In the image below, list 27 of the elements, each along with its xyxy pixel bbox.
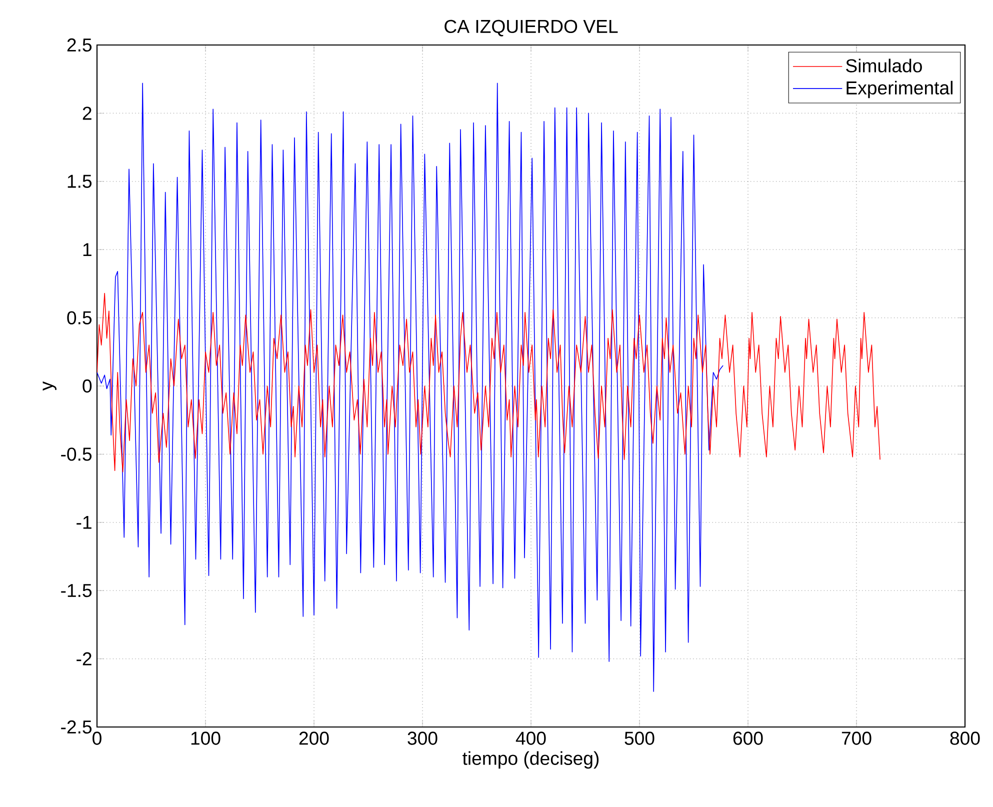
y-axis-title: y (42, 381, 56, 391)
x-tick-label: 300 (408, 732, 438, 745)
x-tick-label: 100 (191, 732, 220, 745)
x-tick-label: 700 (842, 732, 872, 745)
x-axis-title: tiempo (deciseg) (462, 751, 599, 769)
y-tick-label: 2 (82, 106, 92, 120)
chart-title: CA IZQUIERDO VEL (444, 20, 618, 36)
x-tick-label: 0 (92, 732, 102, 745)
x-tick-label: 600 (733, 732, 763, 745)
y-tick-label: -2.5 (61, 720, 92, 734)
y-tick-label: -1 (76, 516, 92, 529)
x-tick-label: 500 (624, 732, 654, 745)
y-tick-label: 2.5 (67, 38, 92, 52)
legend-label: Experimental (846, 80, 952, 98)
y-tick-label: 1 (83, 243, 92, 256)
x-tick-label: 200 (299, 732, 329, 745)
legend-label: Simulado (846, 58, 922, 72)
y-tick-label: 1.5 (68, 174, 92, 188)
line-series (97, 82, 724, 692)
line-series (97, 292, 880, 472)
x-tick-label: 400 (516, 732, 546, 745)
y-tick-label: 0.5 (67, 311, 92, 324)
y-tick-label: -2 (76, 652, 92, 666)
y-tick-label: 0 (82, 379, 92, 393)
x-tick-label: 800 (950, 732, 980, 745)
y-tick-label: -1.5 (61, 584, 92, 598)
y-tick-label: -0.5 (61, 448, 92, 461)
